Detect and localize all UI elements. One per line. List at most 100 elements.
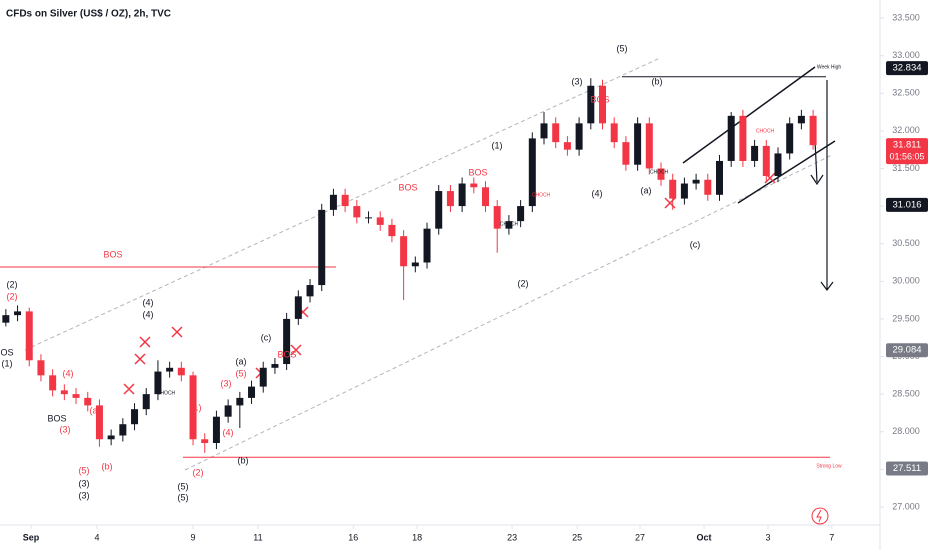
candle-body <box>353 206 361 218</box>
y-tick-label: 33.500 <box>892 12 920 22</box>
candle-body <box>505 221 513 229</box>
candle-body <box>224 405 232 417</box>
candle-body <box>400 236 408 267</box>
candle-body <box>657 168 665 180</box>
x-tick-label: 18 <box>412 532 422 542</box>
annotation: (4) <box>592 188 603 198</box>
arrow-head <box>820 281 834 291</box>
annotation: CHOCH <box>500 221 519 227</box>
annotation: (5) <box>236 368 247 378</box>
candle-body <box>212 416 220 444</box>
annotation: CHOCH <box>532 192 551 198</box>
annotation: Strong Low <box>816 463 842 469</box>
price-label: 31.016 <box>892 199 921 210</box>
candle-body <box>283 318 291 365</box>
candle-body <box>774 153 782 177</box>
y-tick-label: 30.500 <box>892 238 920 248</box>
annotation: (2) <box>7 291 18 301</box>
drawings <box>24 57 836 525</box>
candle-body <box>107 435 115 440</box>
candle-body <box>37 360 45 376</box>
candle-body <box>2 315 10 323</box>
candle-body <box>575 123 583 150</box>
annotation: (5) <box>79 465 90 475</box>
annotation: (2) <box>193 467 204 477</box>
x-tick-label: 4 <box>94 532 99 542</box>
candle-body <box>376 217 384 225</box>
y-tick-label: 28.500 <box>892 389 920 399</box>
candle-body <box>25 311 33 361</box>
price-label: 32.834 <box>892 63 921 74</box>
candle-body <box>528 138 536 207</box>
annotation: (a) <box>641 185 652 195</box>
x-tick-label: 7 <box>829 532 834 542</box>
candle-body <box>341 194 349 207</box>
candle-body <box>715 160 723 195</box>
candle-body <box>435 191 443 229</box>
y-tick-label: 33.000 <box>892 50 920 60</box>
trend-line <box>682 66 816 164</box>
annotation: Week High <box>817 64 842 70</box>
price-label-box <box>886 138 928 165</box>
candle-body <box>446 191 454 207</box>
candle-body <box>84 397 92 406</box>
candle-body <box>271 364 279 368</box>
candle-body <box>751 145 759 161</box>
annotation: (3) <box>60 424 71 434</box>
y-tick-label: 29.500 <box>892 313 920 323</box>
candle-body <box>236 397 244 406</box>
candle-body <box>49 375 57 391</box>
annotation: BOS <box>277 349 296 359</box>
x-tick-label: 9 <box>191 532 196 542</box>
candle-body <box>294 296 302 319</box>
candle-body <box>563 142 571 150</box>
x-tick-label: 25 <box>572 532 582 542</box>
candle-body <box>809 115 817 146</box>
price-label: 31.811 <box>893 140 921 151</box>
annotation: (5) <box>178 481 189 491</box>
icon[interactable] <box>811 507 829 525</box>
y-tick-label: 30.000 <box>892 276 920 286</box>
candle-body <box>587 85 595 124</box>
candle-body <box>154 371 162 395</box>
candle-body <box>248 386 256 398</box>
arrow <box>810 139 824 186</box>
price-label-box <box>886 197 928 212</box>
candle-body <box>540 123 548 139</box>
trend-line <box>737 140 836 204</box>
candle-body <box>365 217 373 219</box>
annotation: (a) <box>90 405 101 415</box>
candle-body <box>177 367 185 376</box>
candle-body <box>739 115 747 161</box>
price-label: 29.084 <box>892 345 921 356</box>
annotation: (2) <box>7 279 18 289</box>
candle-body <box>458 183 466 207</box>
candle-body <box>259 367 267 387</box>
candle-body <box>493 206 501 229</box>
annotation: (5) <box>617 43 628 53</box>
annotation: BOS <box>103 249 122 259</box>
annotation: (c) <box>690 239 701 249</box>
candle-body <box>189 375 197 440</box>
price-label-box <box>886 343 928 358</box>
annotation: (4) <box>143 297 154 307</box>
candle-body <box>131 409 139 425</box>
candle-body <box>306 285 314 297</box>
candle-body <box>60 390 68 395</box>
candle-body <box>388 224 396 237</box>
price-label-box <box>886 61 928 76</box>
annotation: BOS <box>47 413 66 423</box>
candle-body <box>622 142 630 165</box>
x-tick-label: Sep <box>23 532 40 542</box>
price-label-box <box>886 461 928 476</box>
x-tick-label: 16 <box>348 532 358 542</box>
candle-body <box>482 187 490 207</box>
annotation: (2) <box>518 278 529 288</box>
x-tick-label: Oct <box>697 532 712 542</box>
annotation: (4) <box>223 427 234 437</box>
x-tick-label: 23 <box>507 532 517 542</box>
candle-body <box>95 405 103 440</box>
x-tick-label: 11 <box>253 532 262 542</box>
candle-body <box>329 194 337 210</box>
